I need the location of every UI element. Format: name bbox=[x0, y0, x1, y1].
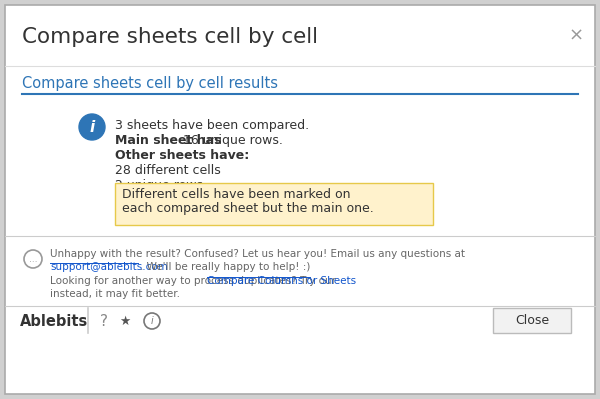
Text: Looking for another way to process duplicates? Try our: Looking for another way to process dupli… bbox=[50, 276, 339, 286]
Text: Ablebits: Ablebits bbox=[20, 314, 88, 328]
Text: support@ablebits.com: support@ablebits.com bbox=[50, 262, 168, 272]
Text: i: i bbox=[89, 119, 95, 134]
Text: 16 unique rows.: 16 unique rows. bbox=[183, 134, 283, 147]
Text: 2 unique rows: 2 unique rows bbox=[115, 179, 203, 192]
Text: Different cells have been marked on: Different cells have been marked on bbox=[122, 188, 350, 201]
Text: ×: × bbox=[568, 27, 584, 45]
Text: Main sheet has: Main sheet has bbox=[115, 134, 226, 147]
Text: ?: ? bbox=[100, 314, 108, 328]
Text: each compared sheet but the main one.: each compared sheet but the main one. bbox=[122, 202, 374, 215]
FancyBboxPatch shape bbox=[115, 183, 433, 225]
Text: instead, it may fit better.: instead, it may fit better. bbox=[50, 289, 180, 299]
Text: Compare sheets cell by cell results: Compare sheets cell by cell results bbox=[22, 76, 278, 91]
Text: ★: ★ bbox=[119, 314, 130, 328]
Text: 3 sheets have been compared.: 3 sheets have been compared. bbox=[115, 119, 309, 132]
Text: . We'll be really happy to help! :): . We'll be really happy to help! :) bbox=[140, 262, 310, 272]
Text: Compare Columns or Sheets: Compare Columns or Sheets bbox=[207, 276, 356, 286]
Circle shape bbox=[79, 114, 105, 140]
Text: Close: Close bbox=[515, 314, 549, 328]
FancyBboxPatch shape bbox=[5, 5, 595, 394]
Text: Unhappy with the result? Confused? Let us hear you! Email us any questions at: Unhappy with the result? Confused? Let u… bbox=[50, 249, 465, 259]
Text: Other sheets have:: Other sheets have: bbox=[115, 149, 249, 162]
Text: Compare sheets cell by cell: Compare sheets cell by cell bbox=[22, 27, 318, 47]
FancyBboxPatch shape bbox=[493, 308, 571, 333]
Text: …: … bbox=[29, 255, 37, 263]
Text: 28 different cells: 28 different cells bbox=[115, 164, 221, 177]
Text: i: i bbox=[151, 316, 154, 326]
